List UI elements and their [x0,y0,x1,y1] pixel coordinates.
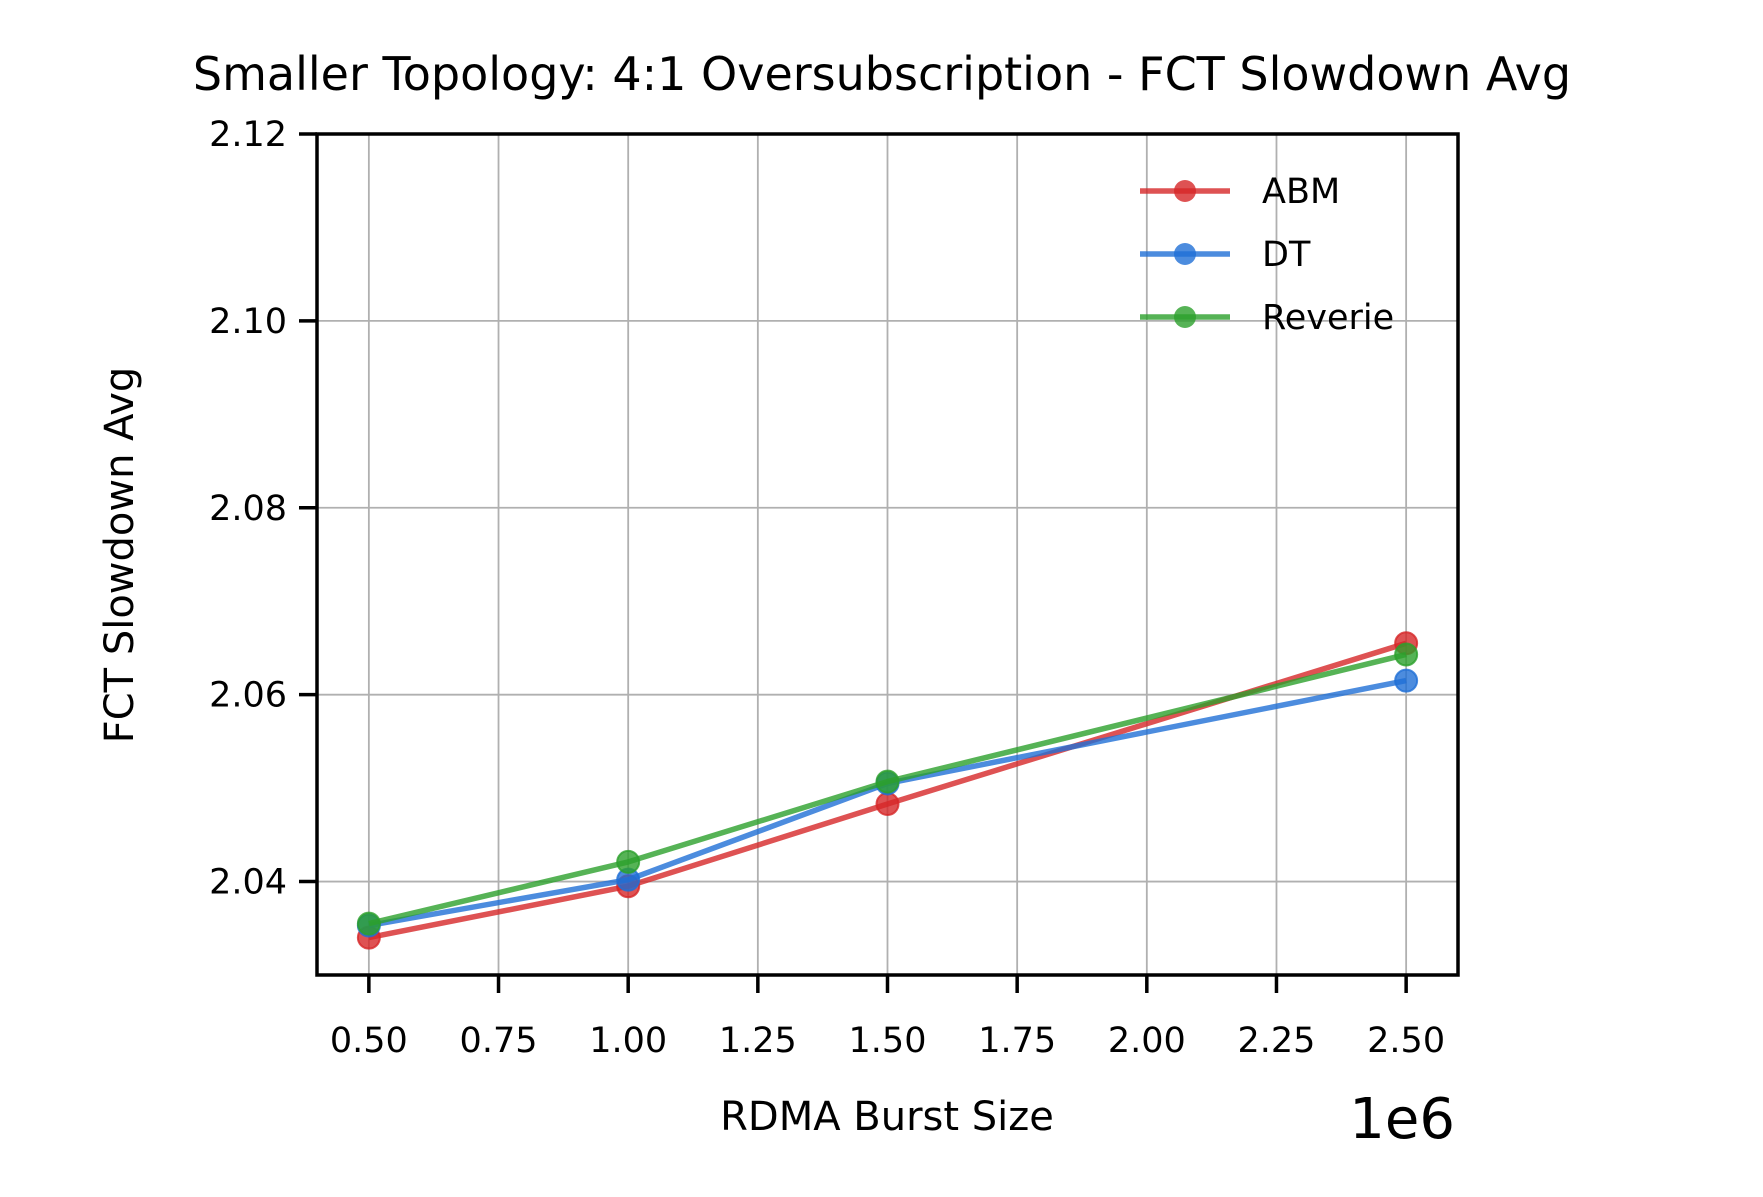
series-line-abm [368,640,1407,941]
legend-marker-dt [1174,243,1196,265]
y-axis-label: FCT Slowdown Avg [97,367,143,744]
data-point-reverie [616,849,641,874]
legend-marker-reverie [1174,306,1196,328]
legend-label-dt: DT [1262,235,1311,275]
y-tick-label: 2.08 [209,489,287,529]
data-point-reverie [1394,642,1419,667]
x-tick-label: 1.00 [589,1021,667,1061]
x-tick-label: 0.50 [330,1021,408,1061]
x-axis-label: RDMA Burst Size [720,1094,1054,1140]
data-point-abm [875,791,900,816]
series-line-reverie [368,651,1407,927]
y-tick-label: 2.06 [209,676,287,716]
series-reverie [356,642,1419,936]
data-point-reverie [875,769,900,794]
y-tick-label: 2.12 [209,115,287,155]
series-layer [356,631,1419,950]
x-tick-label: 1.50 [849,1021,927,1061]
legend: ABM DT Reverie [1140,172,1394,338]
legend-marker-abm [1174,180,1196,202]
data-point-reverie [356,911,381,936]
y-axis: 2.04 2.06 2.08 2.10 2.12 [209,115,317,903]
y-tick-label: 2.04 [209,863,287,903]
series-line-dt [368,677,1407,929]
data-point-dt [1394,668,1419,693]
chart-title: Smaller Topology: 4:1 Oversubscription -… [193,47,1571,101]
x-tick-label: 2.00 [1108,1021,1186,1061]
x-tick-label: 2.50 [1367,1021,1445,1061]
x-tick-label: 1.25 [719,1021,797,1061]
x-axis: 0.50 0.75 1.00 1.25 1.50 1.75 2.00 2.25 2.50 [330,975,1445,1061]
legend-label-abm: ABM [1262,172,1340,212]
x-tick-label: 2.25 [1238,1021,1316,1061]
x-tick-label: 0.75 [460,1021,538,1061]
x-offset-label: 1e6 [1349,1087,1455,1152]
x-tick-label: 1.75 [978,1021,1056,1061]
legend-label-reverie: Reverie [1262,298,1394,338]
y-tick-label: 2.10 [209,302,287,342]
